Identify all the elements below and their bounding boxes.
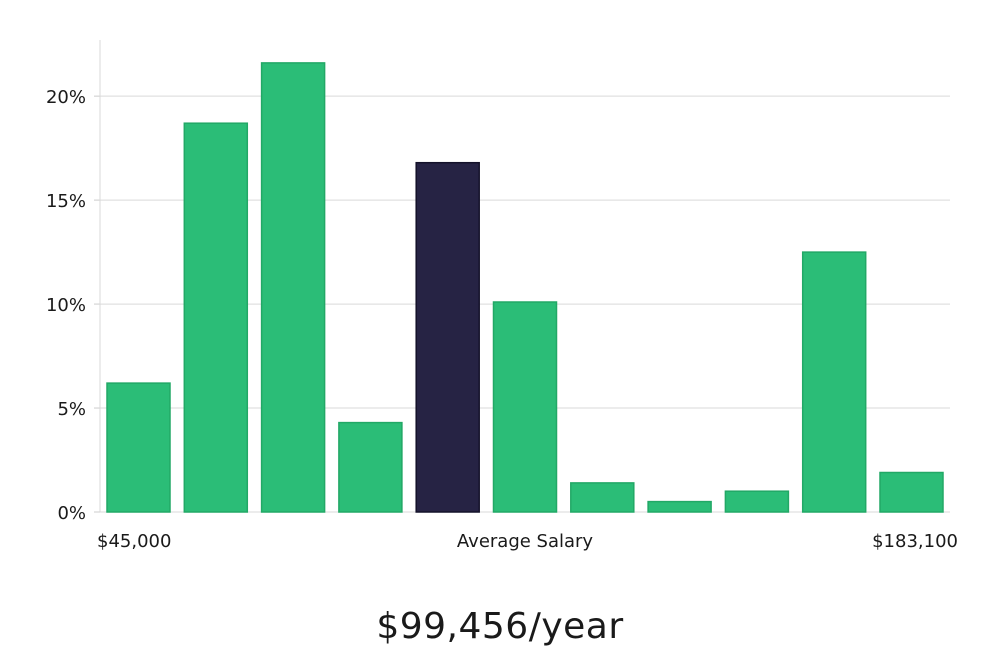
y-tick-label: 10%: [46, 295, 86, 316]
y-tick-label: 5%: [57, 399, 86, 420]
bar: [492, 301, 558, 513]
average-salary-value: $99,456/year: [376, 606, 624, 647]
x-label-average-salary: Average Salary: [457, 531, 594, 552]
bar: [338, 421, 403, 513]
bar: [260, 62, 326, 513]
bar: [570, 482, 635, 513]
y-tick-label: 0%: [57, 503, 86, 524]
y-tick-label: 15%: [46, 191, 86, 212]
y-tick-label: 20%: [46, 87, 86, 108]
bar: [647, 500, 712, 513]
bar: [106, 382, 171, 513]
x-label-min: $45,000: [97, 531, 171, 552]
y-tick-labels: 0% 5% 10% 15% 20%: [46, 87, 86, 524]
bar: [724, 490, 790, 513]
bar: [879, 471, 944, 513]
bar-average-salary: [415, 161, 480, 513]
bar: [183, 122, 249, 513]
bars: [106, 62, 944, 513]
bar: [801, 251, 867, 513]
salary-histogram-chart: 0% 5% 10% 15% 20% $45,000 Average Salary $18…: [46, 40, 958, 552]
x-label-max: $183,100: [872, 531, 958, 552]
